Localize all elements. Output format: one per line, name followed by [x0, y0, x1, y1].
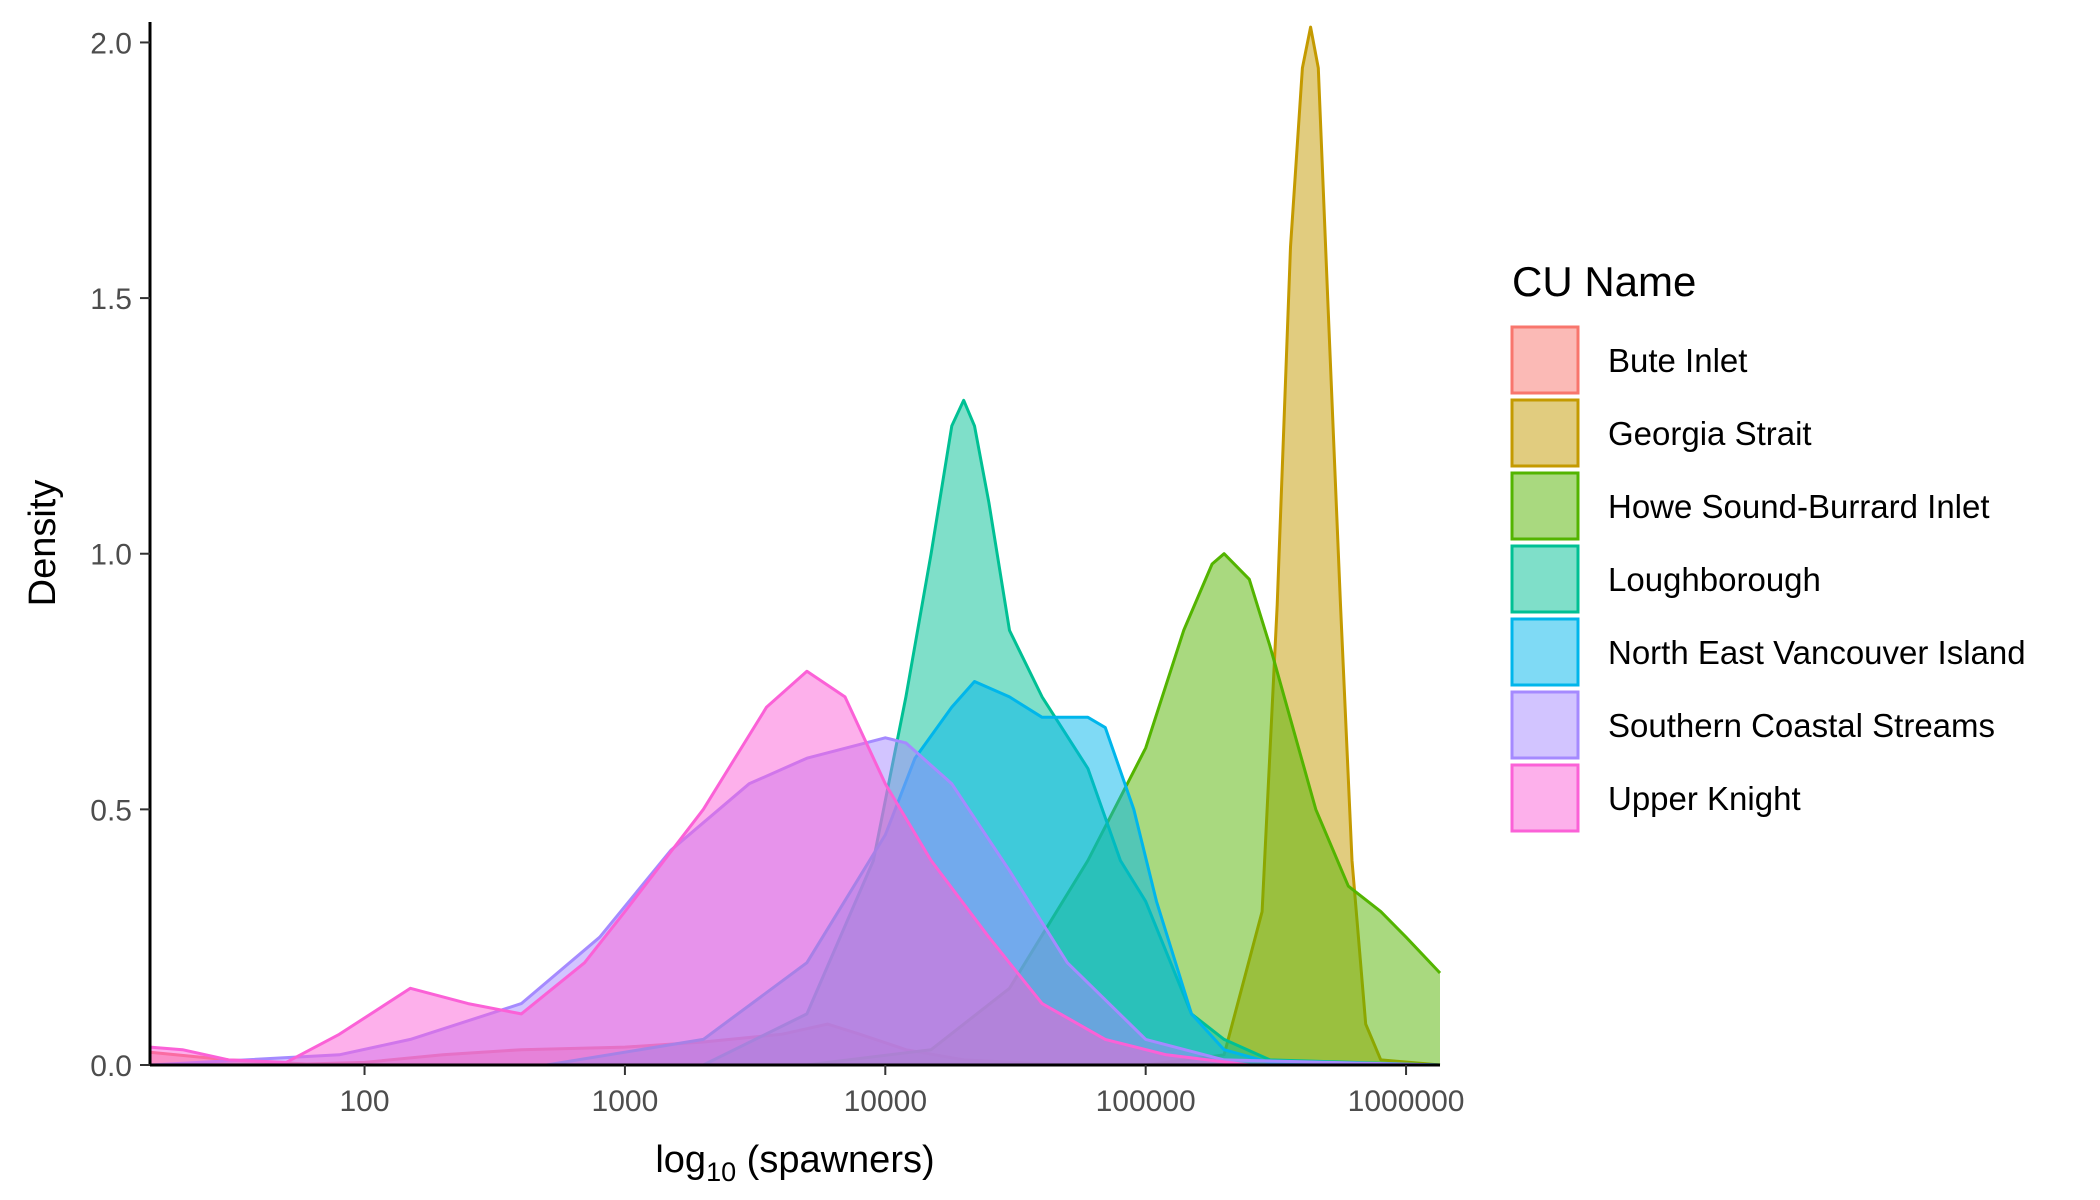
- x-tick-label: 100: [340, 1085, 390, 1118]
- density-area-upper-knight: [150, 671, 1440, 1065]
- y-ticks: 0.0 0.5 1.0 1.5 2.0: [90, 27, 150, 1083]
- legend-label-howe-sound-burrard-inlet: Howe Sound-Burrard Inlet: [1608, 488, 1990, 525]
- legend-key-southern-coastal-streams: [1510, 690, 1580, 760]
- x-tick-label: 1000000: [1348, 1085, 1465, 1118]
- y-tick-label: 0.5: [90, 794, 132, 827]
- y-tick-label: 1.0: [90, 539, 132, 572]
- x-axis-title: log10 (spawners): [655, 1139, 934, 1187]
- legend-key-howe-sound-burrard-inlet: [1510, 471, 1580, 541]
- legend-label-upper-knight: Upper Knight: [1608, 780, 1801, 817]
- legend: CU Name Bute Inlet Georgia Strait Howe Sou…: [1510, 258, 2026, 833]
- legend-label-north-east-vancouver-island: North East Vancouver Island: [1608, 634, 2026, 671]
- x-ticks: 100 1000 10000 100000 1000000: [340, 1065, 1465, 1118]
- legend-key-georgia-strait: [1510, 398, 1580, 468]
- legend-key-loughborough: [1510, 544, 1580, 614]
- legend-items: Bute Inlet Georgia Strait Howe Sound-Burra…: [1510, 325, 2026, 833]
- x-axis-title-main: log: [655, 1139, 706, 1181]
- y-tick-label: 0.0: [90, 1050, 132, 1083]
- plot-series: [149, 25, 1442, 1067]
- legend-key-upper-knight: [1510, 763, 1580, 833]
- legend-title: CU Name: [1512, 258, 1696, 305]
- y-axis-title: Density: [22, 480, 64, 607]
- x-tick-label: 1000: [592, 1085, 659, 1118]
- x-tick-label: 100000: [1096, 1085, 1196, 1118]
- legend-label-bute-inlet: Bute Inlet: [1608, 342, 1747, 379]
- legend-label-loughborough: Loughborough: [1608, 561, 1821, 598]
- y-tick-label: 2.0: [90, 27, 132, 60]
- legend-key-north-east-vancouver-island: [1510, 617, 1580, 687]
- density-area-north-east-vancouver-island: [150, 681, 1440, 1065]
- x-tick-label: 10000: [844, 1085, 927, 1118]
- x-axis-title-sub: 10: [706, 1157, 736, 1187]
- legend-label-georgia-strait: Georgia Strait: [1608, 415, 1812, 452]
- legend-label-southern-coastal-streams: Southern Coastal Streams: [1608, 707, 1995, 744]
- x-axis-title-rest: (spawners): [736, 1139, 935, 1181]
- density-line-upper-knight: [149, 669, 1440, 1067]
- y-tick-label: 1.5: [90, 283, 132, 316]
- legend-key-bute-inlet: [1510, 325, 1580, 395]
